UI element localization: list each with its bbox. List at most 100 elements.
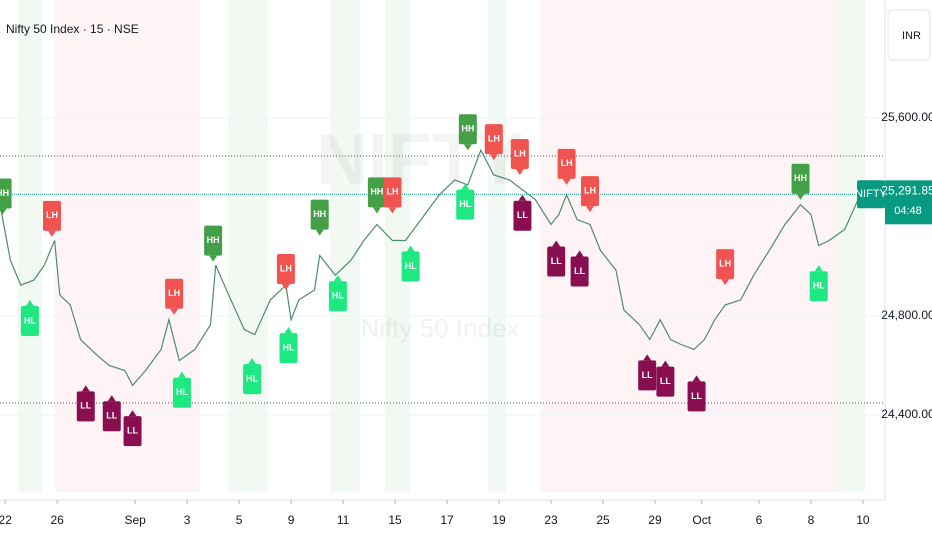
pivot-text: LH bbox=[719, 258, 731, 268]
pivot-label: LH bbox=[716, 249, 735, 286]
pivot-box bbox=[581, 176, 599, 207]
pivot-label: LH bbox=[165, 278, 184, 315]
pivot-pointer bbox=[515, 168, 524, 175]
x-tick-label: Oct bbox=[692, 513, 711, 527]
pivot-label: HH bbox=[458, 114, 477, 151]
pivot-label: HL bbox=[328, 275, 347, 312]
pivot-box bbox=[102, 401, 121, 432]
pivot-text: HH bbox=[0, 188, 9, 198]
pivot-text: HL bbox=[405, 261, 417, 271]
pivot-text: LH bbox=[280, 263, 292, 273]
pivot-box bbox=[243, 364, 262, 395]
pivot-box bbox=[204, 225, 223, 256]
x-tick-label: 15 bbox=[388, 513, 402, 527]
pivot-box bbox=[383, 177, 402, 208]
pivot-box bbox=[510, 138, 529, 169]
pivot-box bbox=[716, 249, 735, 280]
zone bbox=[330, 0, 360, 492]
zone bbox=[18, 0, 42, 492]
y-tick-label: 24,800.00 bbox=[881, 308, 932, 322]
pivot-text: LH bbox=[386, 187, 398, 197]
x-tick-label: 22 bbox=[0, 513, 12, 527]
zone bbox=[488, 0, 506, 492]
pivot-box bbox=[638, 360, 657, 391]
pivot-text: LL bbox=[642, 370, 653, 380]
pivot-label: HL bbox=[172, 371, 191, 408]
pivot-pointer bbox=[0, 208, 7, 215]
price-tag-box bbox=[857, 180, 885, 209]
pivot-text: LL bbox=[574, 266, 585, 276]
pivot-pointer bbox=[796, 193, 805, 200]
pivot-pointer bbox=[643, 354, 652, 361]
x-tick-label: 5 bbox=[236, 513, 243, 527]
pivot-pointer bbox=[315, 229, 324, 236]
pivot-pointer bbox=[814, 265, 823, 272]
pivot-pointer bbox=[372, 207, 381, 214]
x-tick-label: 26 bbox=[51, 513, 65, 527]
y-tick-label: 25,600.00 bbox=[881, 110, 932, 124]
pivot-box bbox=[279, 333, 298, 364]
zone bbox=[540, 0, 835, 492]
x-tick-label: 17 bbox=[440, 513, 454, 527]
pivot-text: LH bbox=[514, 148, 526, 158]
pivot-text: LH bbox=[488, 133, 500, 143]
pivot-label: HL bbox=[401, 245, 420, 282]
countdown: 04:48 bbox=[894, 205, 922, 217]
pivot-box bbox=[656, 366, 675, 397]
pivot-label: LH bbox=[581, 176, 599, 213]
pivot-box bbox=[367, 177, 386, 208]
pivot-pointer bbox=[575, 250, 584, 257]
pivot-label: LL bbox=[513, 194, 532, 231]
pivot-label: LL bbox=[547, 240, 566, 277]
currency: INR bbox=[902, 30, 921, 42]
pivot-box bbox=[42, 200, 61, 231]
pivot-box bbox=[547, 246, 566, 277]
pivot-label: LH bbox=[276, 254, 295, 291]
pivot-label: LL bbox=[570, 250, 589, 287]
pivot-pointer bbox=[47, 230, 56, 237]
pivot-label: LH bbox=[510, 138, 529, 175]
pivot-pointer bbox=[406, 245, 415, 252]
pivot-box bbox=[123, 416, 142, 447]
pivot-box bbox=[310, 199, 329, 230]
pivot-label: HH bbox=[204, 225, 223, 262]
x-tick-label: 29 bbox=[648, 513, 662, 527]
pivot-label: LL bbox=[123, 410, 142, 447]
pivot-box bbox=[570, 256, 589, 287]
pivot-label: LH bbox=[484, 124, 503, 161]
x-tick-label: 25 bbox=[596, 513, 610, 527]
pivot-label: HH bbox=[0, 178, 12, 215]
pivot-text: HH bbox=[207, 235, 220, 245]
zone bbox=[228, 0, 268, 492]
pivot-label: HL bbox=[279, 327, 298, 364]
pivot-text: HL bbox=[24, 315, 36, 325]
pivot-box bbox=[484, 124, 503, 155]
pivot-pointer bbox=[692, 375, 701, 382]
pivot-pointer bbox=[248, 358, 257, 365]
pivot-pointer bbox=[388, 207, 397, 214]
pivot-text: LL bbox=[127, 425, 138, 435]
pivot-pointer bbox=[552, 240, 561, 247]
pivot-text: HL bbox=[176, 387, 188, 397]
pivot-pointer bbox=[128, 410, 137, 417]
pivot-pointer bbox=[518, 194, 527, 201]
pivot-box bbox=[165, 278, 184, 309]
pivot-label: LL bbox=[76, 385, 95, 422]
pivot-text: HH bbox=[794, 173, 807, 183]
pivot-text: LL bbox=[551, 256, 562, 266]
pivot-pointer bbox=[489, 154, 498, 161]
pivot-pointer bbox=[461, 183, 470, 190]
pivot-text: HL bbox=[246, 373, 258, 383]
pivot-text: LL bbox=[517, 210, 528, 220]
pivot-text: LH bbox=[561, 158, 573, 168]
pivot-text: LL bbox=[660, 376, 671, 386]
pivot-pointer bbox=[333, 275, 342, 282]
pivot-label: HH bbox=[367, 177, 386, 214]
currency-box[interactable] bbox=[887, 9, 931, 61]
last-price-box bbox=[885, 180, 932, 225]
pivot-label: LH bbox=[557, 148, 576, 185]
pivot-label: HL bbox=[809, 265, 828, 302]
pivot-pointer bbox=[661, 360, 670, 367]
pivot-label: HH bbox=[310, 199, 329, 236]
zone bbox=[835, 0, 865, 492]
